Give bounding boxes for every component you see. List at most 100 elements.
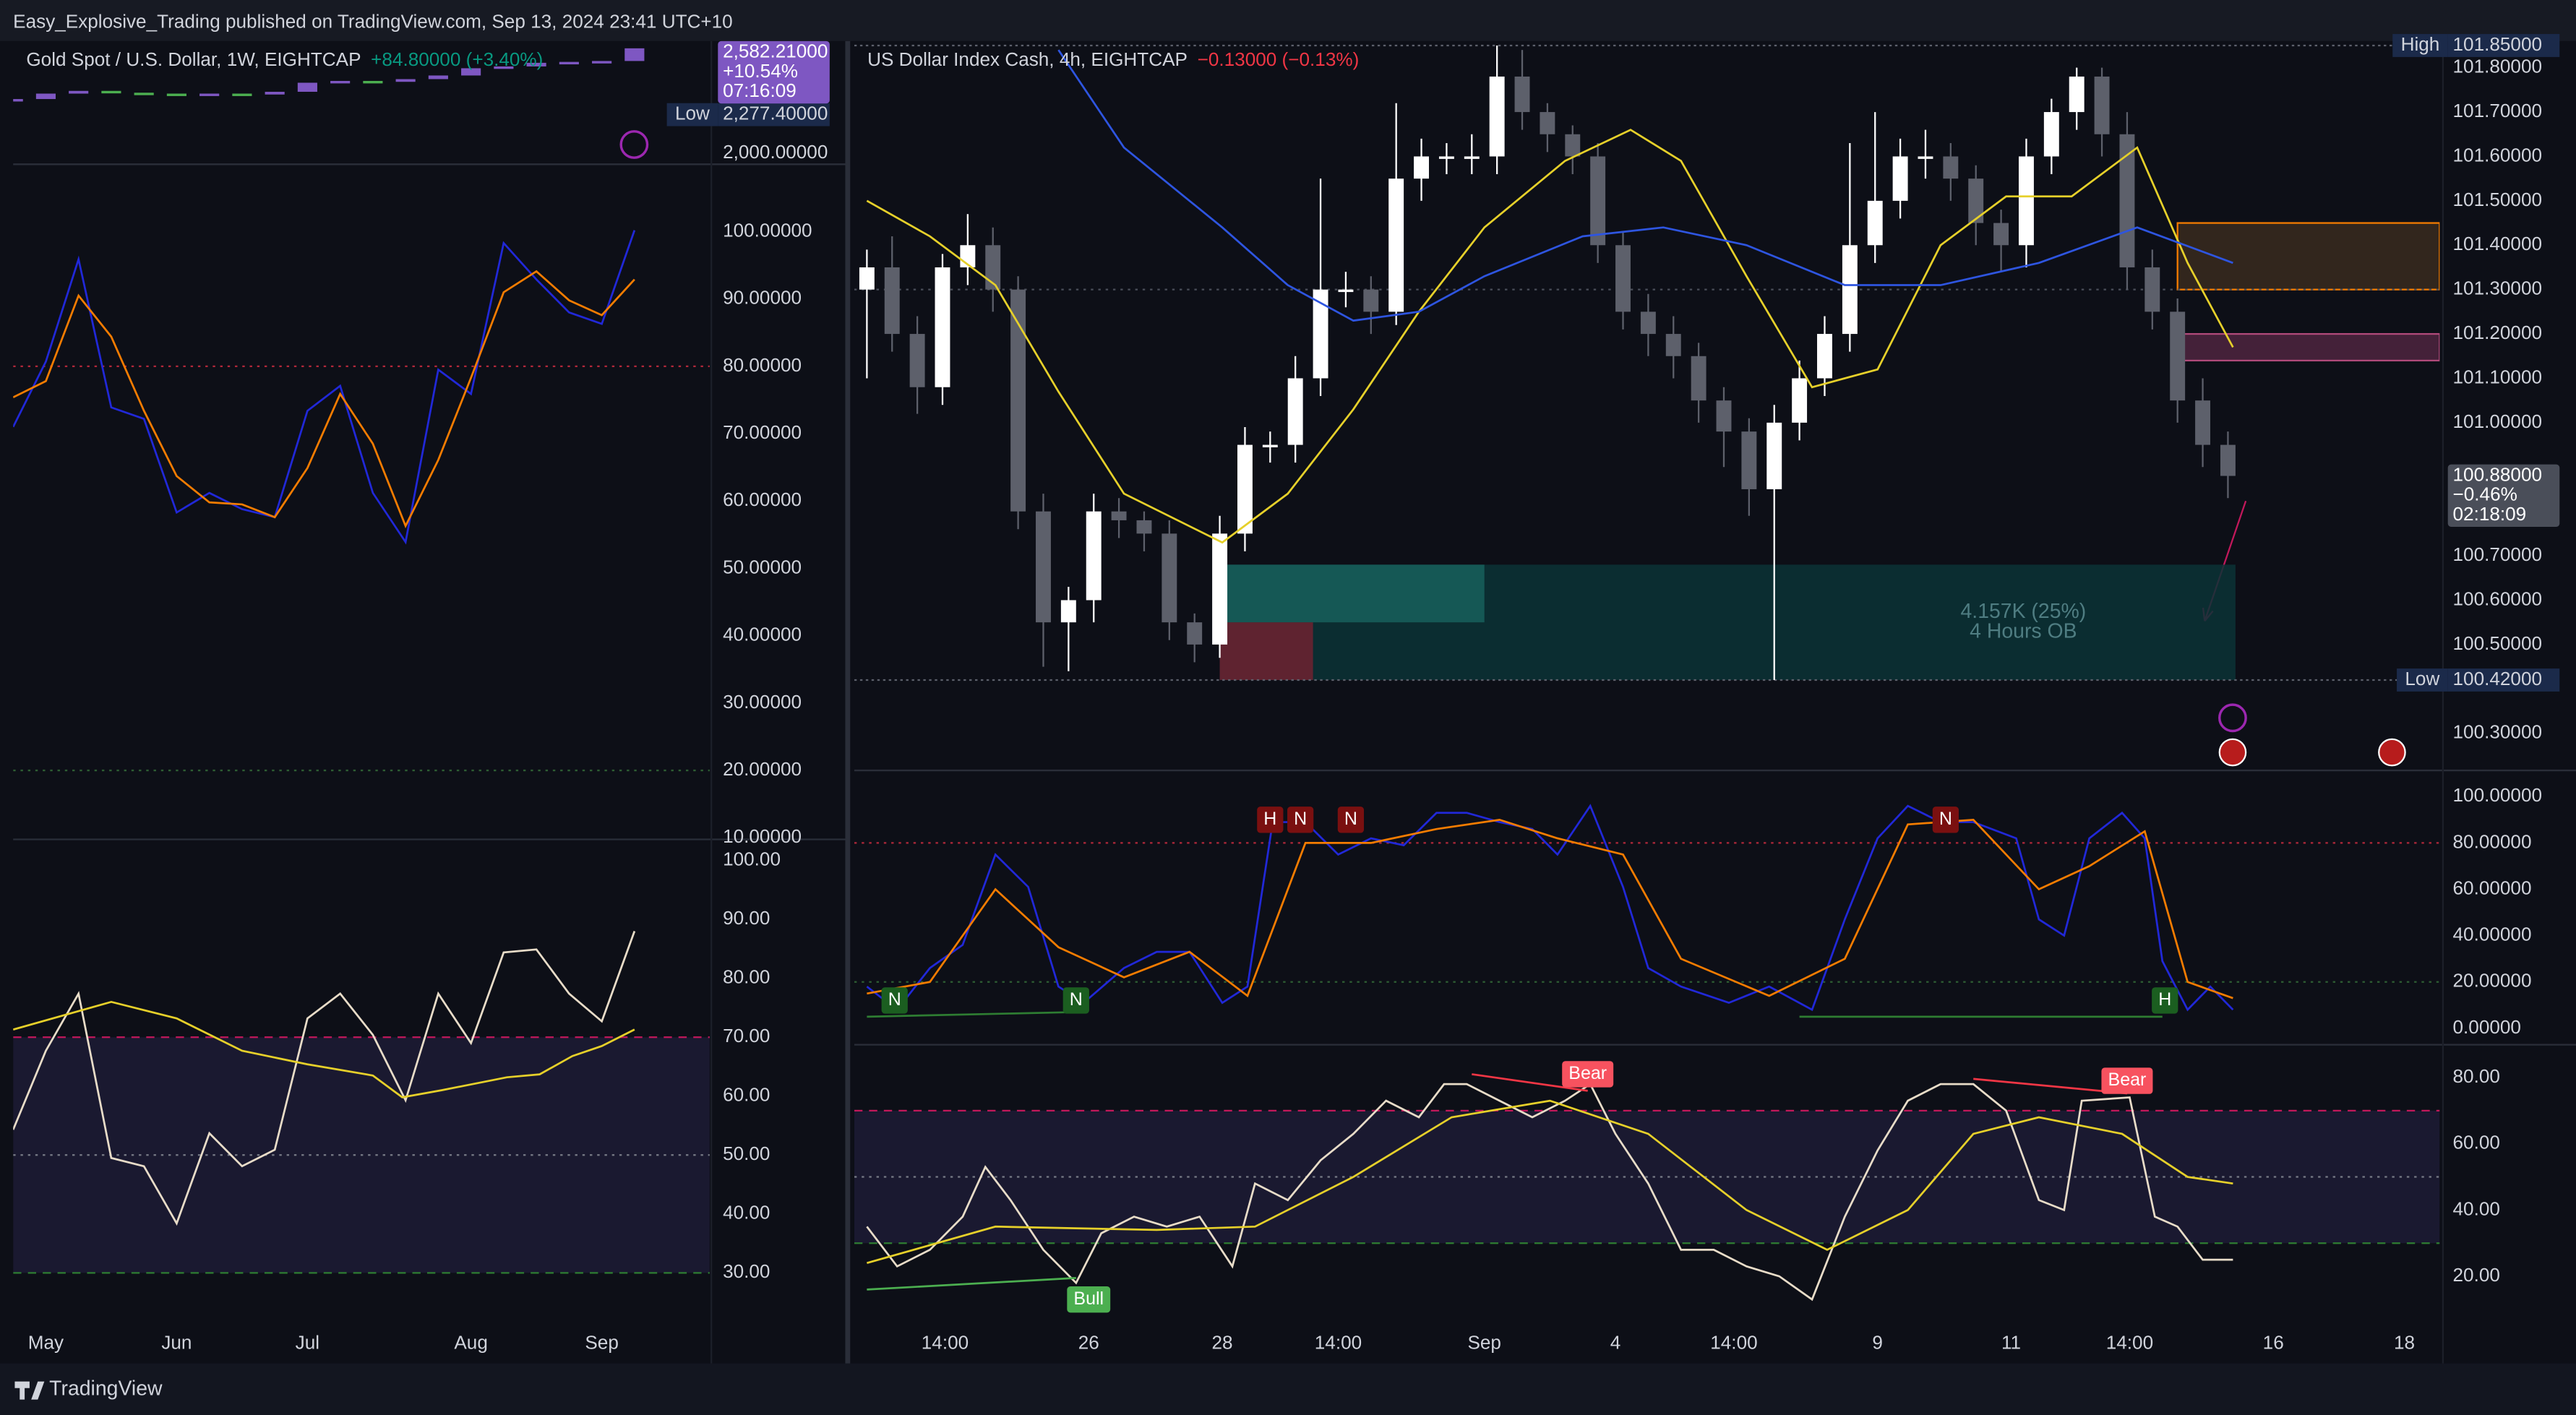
y-tick-label: 101.20000: [2453, 322, 2542, 343]
divergence-line: [867, 1011, 1076, 1018]
candle-body: [199, 93, 220, 96]
flag-icon[interactable]: [2378, 738, 2406, 767]
x-tick-label: 28: [1212, 1331, 1233, 1353]
candle-body: [559, 61, 579, 65]
x-tick-label: 14:00: [922, 1331, 969, 1353]
candle-body: [2094, 76, 2110, 134]
last-change: −0.46%: [2453, 483, 2517, 505]
price-tag: [2447, 34, 2560, 57]
flag-icon[interactable]: [2218, 738, 2247, 767]
y-tick-label: 101.30000: [2453, 278, 2542, 299]
candle-body: [1162, 533, 1177, 623]
last-countdown: 07:16:09: [723, 79, 797, 101]
signal-label: N: [1294, 809, 1307, 829]
candle-body: [2220, 444, 2236, 476]
divergence-line: [867, 1277, 1076, 1291]
series-line: [13, 1000, 635, 1098]
candle-body: [526, 62, 546, 66]
series-line: [13, 230, 636, 545]
candle-body: [2119, 134, 2135, 267]
x-tick-label: 26: [1078, 1331, 1099, 1353]
pane: [13, 230, 710, 772]
y-tick-label: 60.00: [2453, 1132, 2500, 1153]
candle-body: [134, 93, 154, 95]
candle-body: [1716, 400, 1732, 432]
header-text: Easy_Explosive_Trading published on Trad…: [13, 11, 733, 33]
candle-body: [1086, 511, 1102, 601]
series-line: [866, 1083, 2233, 1302]
y-tick-label: 100.70000: [2453, 543, 2542, 565]
x-tick-label: 14:00: [2106, 1331, 2153, 1353]
pane: Bear Bear Bull: [854, 1061, 2440, 1313]
x-tick-label: Sep: [585, 1331, 618, 1353]
event-icon[interactable]: [619, 130, 649, 159]
y-tick-label: 30.00000: [723, 691, 802, 713]
footer-bar: [0, 1363, 2576, 1415]
price-tag: [2447, 668, 2560, 692]
pane: [13, 48, 645, 102]
candle-body: [494, 66, 514, 69]
logo: [14, 1381, 45, 1400]
signal-label: N: [888, 989, 901, 1010]
candle-body: [1892, 156, 1908, 201]
candle-body: [461, 68, 481, 76]
zone-label: 4 Hours OB: [1970, 619, 2077, 642]
series-line: [866, 129, 2234, 544]
price-tag-value: 2,277.40000: [723, 103, 828, 124]
candle-body: [35, 93, 56, 100]
price-tag-title: Low: [675, 103, 710, 124]
y-tick-label: 100.00000: [723, 219, 812, 241]
candle-body: [297, 82, 317, 93]
last-price-box: [2447, 464, 2560, 528]
candle-body: [1464, 156, 1480, 159]
signal-marker: [1562, 1061, 1614, 1088]
pane-title: Gold Spot / U.S. Dollar, 1W, EIGHTCAP: [26, 48, 361, 70]
candle-body: [13, 99, 23, 102]
candle-body: [985, 245, 1001, 290]
event-icon[interactable]: [2218, 703, 2247, 733]
zone: [2176, 222, 2440, 291]
y-tick-label: 80.00000: [2453, 830, 2532, 852]
x-tick-label: May: [28, 1331, 64, 1353]
candle-body: [1262, 444, 1278, 447]
candle-body: [1287, 378, 1303, 445]
x-tick-label: 9: [1872, 1331, 1883, 1353]
y-tick-label: 101.70000: [2453, 100, 2542, 121]
pane-title: US Dollar Index Cash, 4h, EIGHTCAP: [867, 48, 1188, 70]
candle-body: [909, 334, 925, 387]
y-tick-label: 40.00000: [723, 624, 802, 645]
signal-label: N: [1070, 989, 1083, 1010]
signal-label: N: [1344, 809, 1357, 829]
last-change: +10.54%: [723, 60, 798, 82]
y-tick-label: 101.00000: [2453, 410, 2542, 432]
y-tick-label: 0.00000: [2453, 1016, 2521, 1038]
y-tick-label: 100.50000: [2453, 632, 2542, 654]
candle-body: [1338, 289, 1354, 293]
candle-body: [592, 61, 612, 64]
y-tick-label: 60.00000: [723, 489, 802, 510]
signal-label: N: [1939, 809, 1952, 829]
candle-body: [1187, 622, 1203, 645]
candle-body: [1792, 378, 1808, 423]
signal-marker: [1062, 987, 1089, 1014]
candle-body: [1615, 245, 1631, 312]
pane: N NH N N NH: [854, 804, 2440, 1018]
y-tick-label: 60.00000: [2453, 877, 2532, 898]
y-tick-label: 80.00: [723, 966, 770, 988]
candle-body: [1489, 76, 1505, 157]
candle-body: [884, 267, 900, 335]
price-tag-title: Low: [2405, 668, 2439, 689]
y-tick-label: 101.50000: [2453, 189, 2542, 210]
candle-body: [1010, 289, 1026, 512]
price-tag-title: High: [2401, 33, 2440, 55]
candle-body: [859, 267, 875, 290]
y-tick-label: 101.60000: [2453, 144, 2542, 165]
price-tag-value: 100.42000: [2453, 668, 2542, 689]
y-tick-label: 2,000.00000: [723, 141, 828, 163]
candle-body: [1918, 156, 1933, 159]
candle-body: [1842, 245, 1858, 335]
candle-body: [1943, 156, 1959, 179]
candle-body: [1540, 112, 1555, 134]
candle-body: [1136, 520, 1152, 534]
